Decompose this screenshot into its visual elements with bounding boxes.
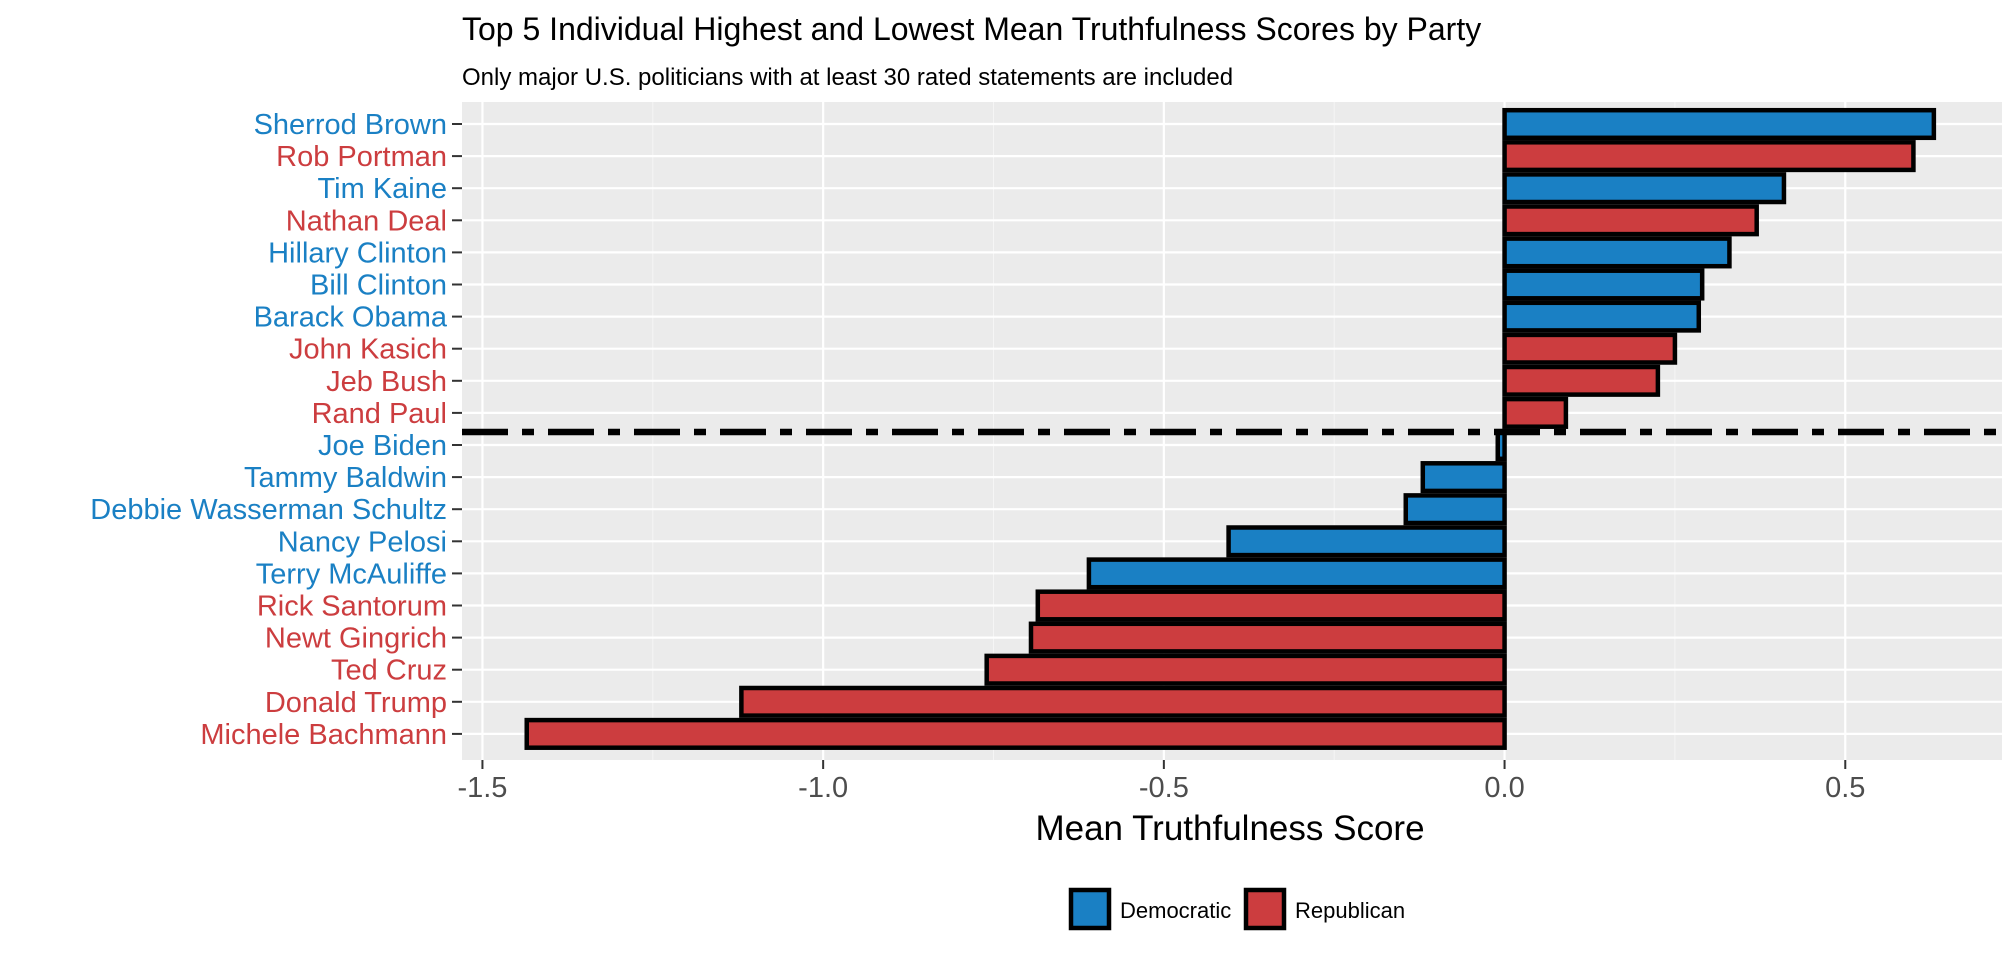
bar-joe-biden	[1495, 428, 1507, 462]
bar-ted-cruz	[984, 653, 1507, 686]
bar-jeb-bush	[1502, 364, 1661, 397]
legend: Democratic Republican	[1068, 887, 1405, 931]
bar-hillary-clinton	[1502, 236, 1732, 269]
legend-label-republican: Republican	[1295, 898, 1405, 923]
bars	[524, 107, 1937, 750]
y-label: Donald Trump	[265, 687, 447, 719]
y-label: Barack Obama	[254, 302, 448, 334]
y-label: Rand Paul	[312, 398, 447, 430]
x-tick-label: -1.5	[457, 772, 507, 804]
bar-michele-bachmann	[524, 717, 1507, 750]
legend-key-republican	[1243, 887, 1287, 931]
y-label: Rob Portman	[276, 141, 447, 173]
y-label: Nancy Pelosi	[278, 526, 447, 558]
chart-title: Top 5 Individual Highest and Lowest Mean…	[462, 11, 1481, 47]
bar-bill-clinton	[1502, 268, 1705, 301]
bar-debbie-wasserman-schultz	[1403, 493, 1507, 526]
y-label: Debbie Wasserman Schultz	[90, 494, 447, 526]
y-label: Michele Bachmann	[200, 719, 447, 751]
x-axis: -1.5 -1.0 -0.5 0.0 0.5	[457, 760, 1865, 804]
x-tick-label: 0.5	[1825, 772, 1865, 804]
bar-terry-mcauliffe	[1086, 557, 1507, 590]
y-label: Joe Biden	[318, 430, 447, 462]
bar-tammy-baldwin	[1420, 461, 1507, 494]
x-tick-label: -1.0	[798, 772, 848, 804]
bar-tim-kaine	[1502, 172, 1787, 205]
bar-newt-gingrich	[1028, 621, 1507, 654]
y-label: Nathan Deal	[286, 205, 447, 237]
bar-barack-obama	[1502, 300, 1702, 333]
y-label: Sherrod Brown	[254, 109, 447, 141]
bar-nancy-pelosi	[1226, 525, 1507, 558]
x-axis-title: Mean Truthfulness Score	[1035, 809, 1424, 848]
legend-label-democratic: Democratic	[1120, 898, 1231, 923]
bar-donald-trump	[739, 685, 1507, 718]
y-label: Tammy Baldwin	[244, 462, 447, 494]
y-label: Terry McAuliffe	[256, 558, 447, 590]
y-label: Hillary Clinton	[268, 237, 447, 269]
y-label: Jeb Bush	[326, 366, 447, 398]
bar-rob-portman	[1502, 140, 1916, 173]
bar-rick-santorum	[1035, 589, 1507, 622]
bar-rand-paul	[1502, 396, 1569, 429]
y-label: Bill Clinton	[310, 270, 447, 302]
bar-nathan-deal	[1502, 204, 1759, 237]
x-tick-label: -0.5	[1139, 772, 1189, 804]
bar-sherrod-brown	[1502, 107, 1937, 141]
y-label: Ted Cruz	[331, 655, 447, 687]
y-label: Rick Santorum	[257, 591, 447, 623]
y-label: John Kasich	[289, 334, 447, 366]
x-tick-label: 0.0	[1484, 772, 1524, 804]
legend-key-democratic	[1068, 887, 1112, 931]
y-label: Tim Kaine	[318, 173, 447, 205]
y-label: Newt Gingrich	[265, 623, 447, 655]
chart-subtitle: Only major U.S. politicians with at leas…	[462, 64, 1233, 91]
bar-john-kasich	[1502, 332, 1678, 365]
